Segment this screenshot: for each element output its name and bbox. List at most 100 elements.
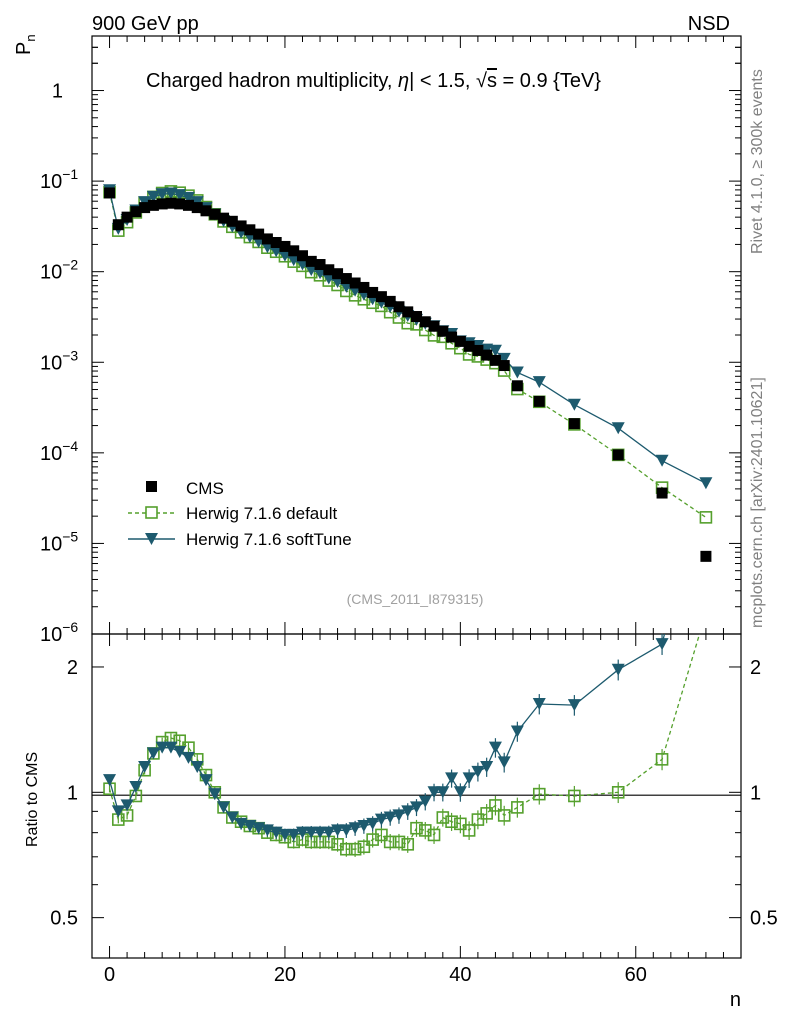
data-point-cms [165, 197, 177, 209]
ratio-point-default [436, 811, 450, 824]
y-tick-label: 1 [52, 81, 63, 103]
ratio-point-softtune [462, 772, 476, 785]
ratio-point-softtune [567, 699, 581, 712]
data-point-cms [279, 240, 291, 252]
data-point-softtune [181, 191, 195, 204]
ratio-point-softtune [366, 817, 380, 830]
legend-marker-softtune [145, 533, 158, 545]
ratio-point-softtune [488, 741, 502, 754]
ratio-point-default [383, 835, 397, 849]
data-point-cms [200, 205, 212, 217]
data-point-softtune [655, 454, 669, 467]
ratio-point-default [611, 786, 625, 799]
data-point-cms [182, 199, 194, 211]
data-point-softtune [532, 376, 546, 389]
legend-label-softtune: Herwig 7.1.6 softTune [186, 530, 352, 549]
y-tick-label: 10−4 [40, 438, 78, 465]
ratio-point-softtune [471, 765, 485, 778]
data-point-cms [288, 245, 300, 257]
ratio-point-softtune [480, 761, 494, 774]
ratio-point-softtune [103, 774, 117, 787]
ratio-point-default [489, 799, 502, 812]
series-line-softtune [108, 190, 707, 484]
data-point-cms [393, 301, 405, 313]
data-point-softtune [510, 366, 524, 379]
x-tick-label: 60 [625, 964, 647, 986]
ratio-plot-frame [91, 633, 742, 959]
data-point-cms [481, 349, 493, 361]
data-point-cms [191, 202, 203, 214]
ratio-point-softtune [322, 826, 336, 839]
ratio-point-softtune [331, 824, 345, 837]
series-line-default [108, 190, 707, 518]
data-point-cms [656, 487, 668, 499]
data-point-cms [358, 281, 370, 293]
process-label: NSD [688, 13, 730, 35]
data-point-cms [244, 224, 256, 236]
data-point-softtune [313, 267, 327, 280]
x-axis-label: n [730, 989, 741, 1011]
ratio-point-softtune [357, 820, 371, 833]
y-tick-label: 10−6 [40, 619, 78, 646]
ratio-point-default [348, 842, 362, 856]
ratio-point-softtune [453, 786, 467, 799]
ratio-point-default [410, 821, 423, 835]
ratio-point-softtune [217, 801, 231, 814]
ratio-point-softtune [129, 780, 143, 793]
ratio-point-softtune [278, 828, 292, 841]
x-axis-ticks: 0 20 40 60 [104, 36, 724, 986]
ratio-point-softtune [173, 745, 187, 758]
ratio-line-default [108, 634, 701, 850]
data-point-softtune [146, 190, 160, 203]
data-point-cms [402, 306, 414, 318]
y-axis-label: Pn [13, 34, 38, 55]
data-point-cms [463, 340, 475, 352]
y-tick-label: 10−2 [40, 257, 78, 284]
ratio-tick-label-right: 0.5 [750, 908, 778, 930]
ratio-point-softtune [181, 751, 195, 764]
data-point-cms [104, 187, 116, 199]
ratio-tick-label: 0.5 [50, 908, 78, 930]
y-tick-label: 10−3 [40, 347, 78, 374]
ratio-point-softtune [445, 772, 459, 785]
ratio-tick-label-right: 2 [750, 657, 761, 679]
ratio-axis-label: Ratio to CMS [24, 752, 41, 847]
data-point-cms [323, 264, 335, 276]
ratio-point-softtune [120, 799, 134, 812]
ratio-point-default [655, 753, 669, 766]
data-point-softtune [611, 422, 625, 435]
ratio-point-softtune [155, 741, 169, 754]
ratio-tick-label: 1 [67, 782, 78, 804]
data-point-cms [446, 331, 458, 343]
data-point-cms [261, 233, 273, 245]
ratio-point-softtune [146, 747, 160, 760]
data-point-cms [384, 295, 396, 307]
ratio-point-default [445, 815, 458, 828]
ratio-tick-label: 2 [67, 657, 78, 679]
ratio-point-default [497, 809, 511, 822]
ratio-point-softtune [190, 761, 204, 774]
ratio-point-softtune [199, 774, 213, 787]
ratio-point-softtune [208, 788, 222, 801]
data-point-cms [226, 215, 238, 227]
ratio-point-default [568, 789, 581, 803]
data-point-cms [349, 277, 361, 289]
data-point-cms [437, 325, 449, 337]
ratio-point-softtune [611, 663, 625, 676]
ratio-point-default [511, 801, 524, 814]
data-point-cms [296, 250, 308, 262]
ratio-point-softtune [225, 811, 239, 824]
data-point-cms [112, 219, 124, 231]
data-point-cms [156, 198, 168, 210]
ratio-point-softtune [436, 786, 450, 799]
ratio-point-softtune [339, 824, 353, 837]
ratio-point-default [462, 824, 476, 837]
data-point-cms [700, 550, 712, 562]
data-point-cms [314, 259, 326, 271]
data-point-softtune [304, 264, 318, 277]
ratio-point-softtune [392, 809, 406, 822]
ratio-point-softtune [164, 741, 178, 754]
ratio-point-softtune [427, 786, 441, 799]
data-point-cms [419, 316, 431, 328]
ratio-point-default [340, 842, 353, 856]
